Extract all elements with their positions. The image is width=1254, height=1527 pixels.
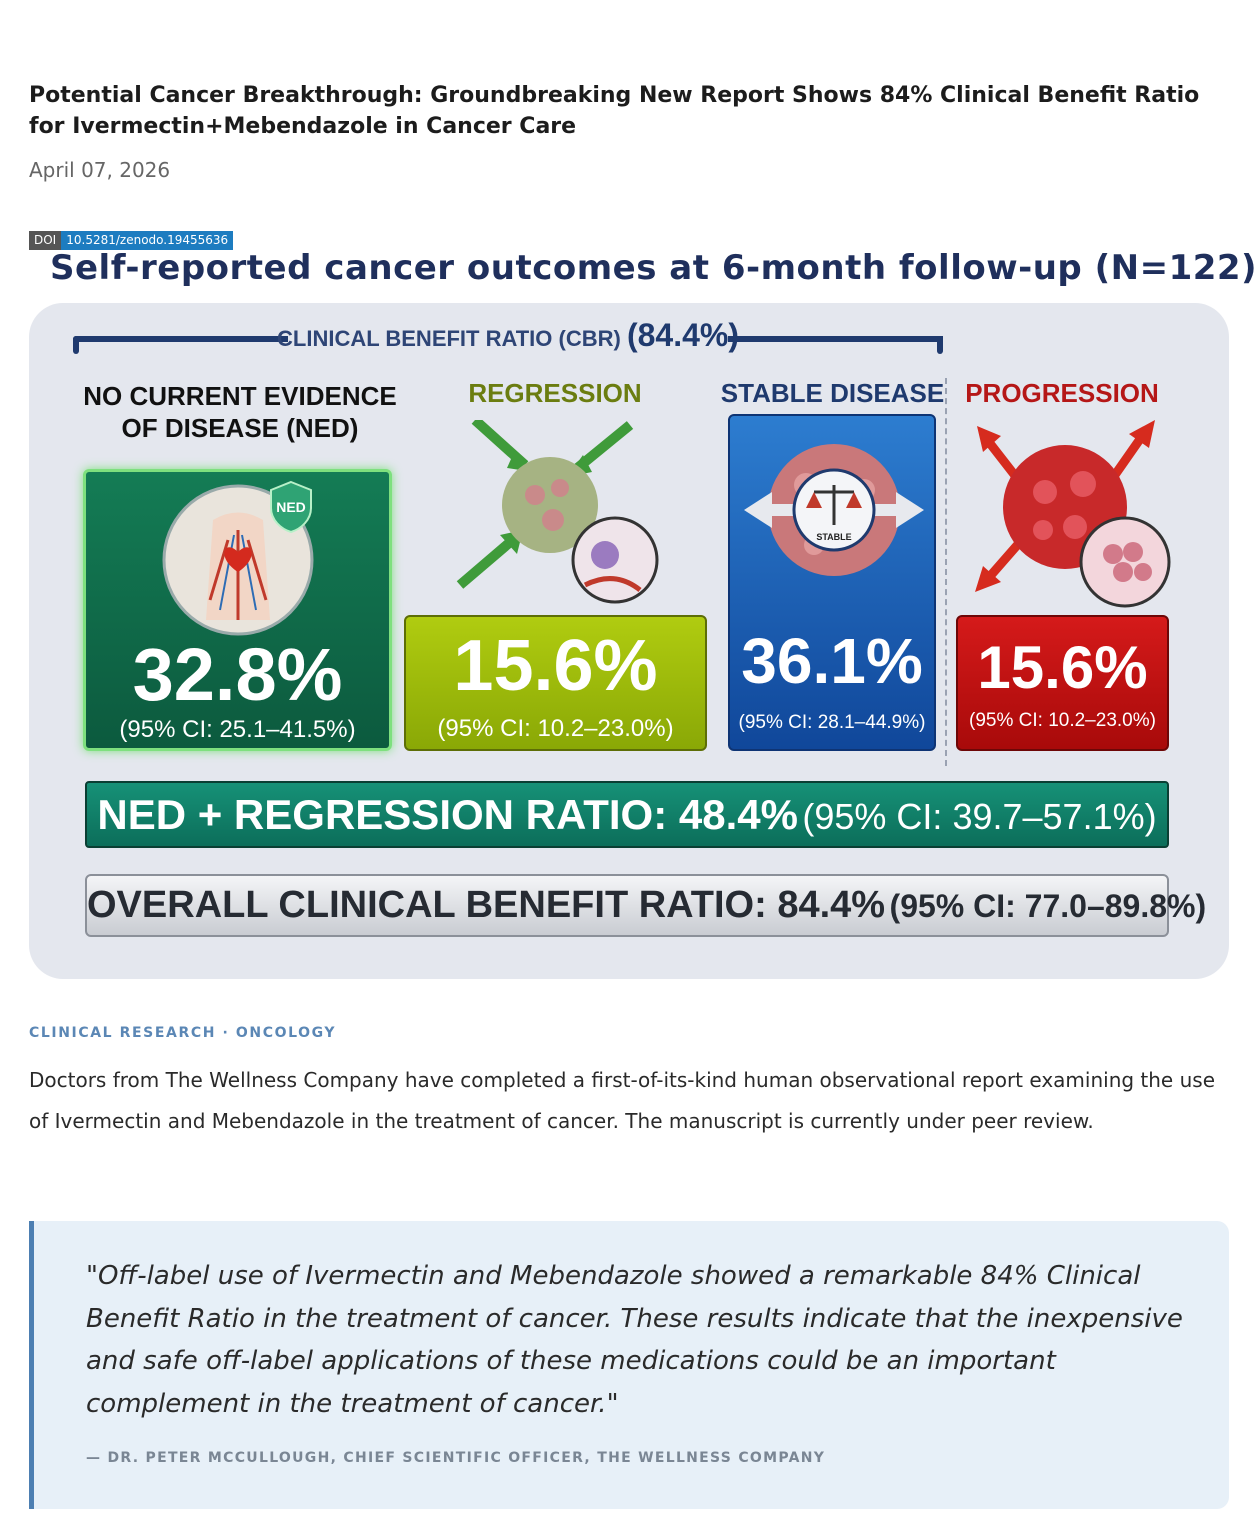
ned-regression-label: NED + REGRESSION RATIO: 48.4% — [97, 791, 798, 838]
ned-regression-ci: (95% CI: 39.7–57.1%) — [802, 796, 1157, 837]
cbr-bracket: CLINICAL BENEFIT RATIO (CBR) (84.4%) — [73, 318, 943, 354]
progression-card: 15.6% (95% CI: 10.2–23.0%) — [956, 615, 1169, 751]
heading-ned: NO CURRENT EVIDENCE OF DISEASE (NED) — [83, 381, 397, 443]
quote-text: "Off-label use of Ivermectin and Mebenda… — [86, 1261, 1183, 1419]
quote-attribution: — DR. PETER MCCULLOUGH, CHIEF SCIENTIFIC… — [86, 1450, 826, 1466]
figure-title: Self-reported cancer outcomes at 6-month… — [50, 248, 1254, 288]
ned-shield-icon: NED — [270, 480, 312, 534]
regression-card: 15.6% (95% CI: 10.2–23.0%) — [404, 615, 707, 751]
doi-badge-key: DOI — [29, 231, 62, 250]
regression-value: 15.6% — [453, 626, 658, 706]
body-heart-icon — [162, 484, 314, 636]
ned-ci: (95% CI: 25.1–41.5%) — [119, 716, 356, 743]
cbr-label: CLINICAL BENEFIT RATIO (CBR) — [277, 326, 621, 351]
overall-cbr-bar: OVERALL CLINICAL BENEFIT RATIO: 84.4% (9… — [85, 874, 1206, 937]
stable-scale-icon: STABLE — [744, 444, 924, 576]
stable-value: 36.1% — [741, 625, 923, 697]
heading-regression: REGRESSION — [468, 378, 642, 408]
heading-progression: PROGRESSION — [965, 378, 1159, 408]
progression-ci: (95% CI: 10.2–23.0%) — [969, 710, 1156, 731]
category-kicker[interactable]: CLINICAL RESEARCH · ONCOLOGY — [29, 1025, 337, 1041]
cbr-value: (84.4%) — [626, 317, 739, 353]
article-paragraph: Doctors from The Wellness Company have c… — [29, 1068, 1215, 1133]
ned-card: NED 32.8% (95% CI: 25.1–41.5%) — [83, 469, 392, 751]
stable-tag: STABLE — [816, 532, 851, 542]
overall-cbr-ci: (95% CI: 77.0–89.8%) — [889, 888, 1207, 924]
doi-badge[interactable]: DOI 10.5281/zenodo.19455636 — [29, 231, 234, 250]
stable-card: STABLE 36.1% (95% CI: 28.1–44.9%) — [728, 414, 936, 751]
ned-value: 32.8% — [132, 633, 343, 716]
article-date: April 07, 2026 — [29, 158, 171, 182]
pull-quote: "Off-label use of Ivermectin and Mebenda… — [29, 1221, 1229, 1509]
cbr-divider — [945, 378, 947, 766]
regression-tumor-icon — [456, 420, 659, 604]
overall-cbr-label: OVERALL CLINICAL BENEFIT RATIO: 84.4% — [87, 884, 886, 926]
regression-ci: (95% CI: 10.2–23.0%) — [437, 715, 674, 742]
progression-value: 15.6% — [977, 634, 1148, 701]
ned-shield-text: NED — [276, 499, 306, 515]
heading-stable: STABLE DISEASE — [720, 378, 945, 408]
article-headline: Potential Cancer Breakthrough: Groundbre… — [29, 83, 1200, 139]
ned-regression-ratio-bar: NED + REGRESSION RATIO: 48.4% (95% CI: 3… — [85, 781, 1169, 848]
stable-ci: (95% CI: 28.1–44.9%) — [738, 712, 926, 733]
doi-badge-value[interactable]: 10.5281/zenodo.19455636 — [61, 231, 234, 250]
progression-tumor-icon — [975, 420, 1171, 608]
